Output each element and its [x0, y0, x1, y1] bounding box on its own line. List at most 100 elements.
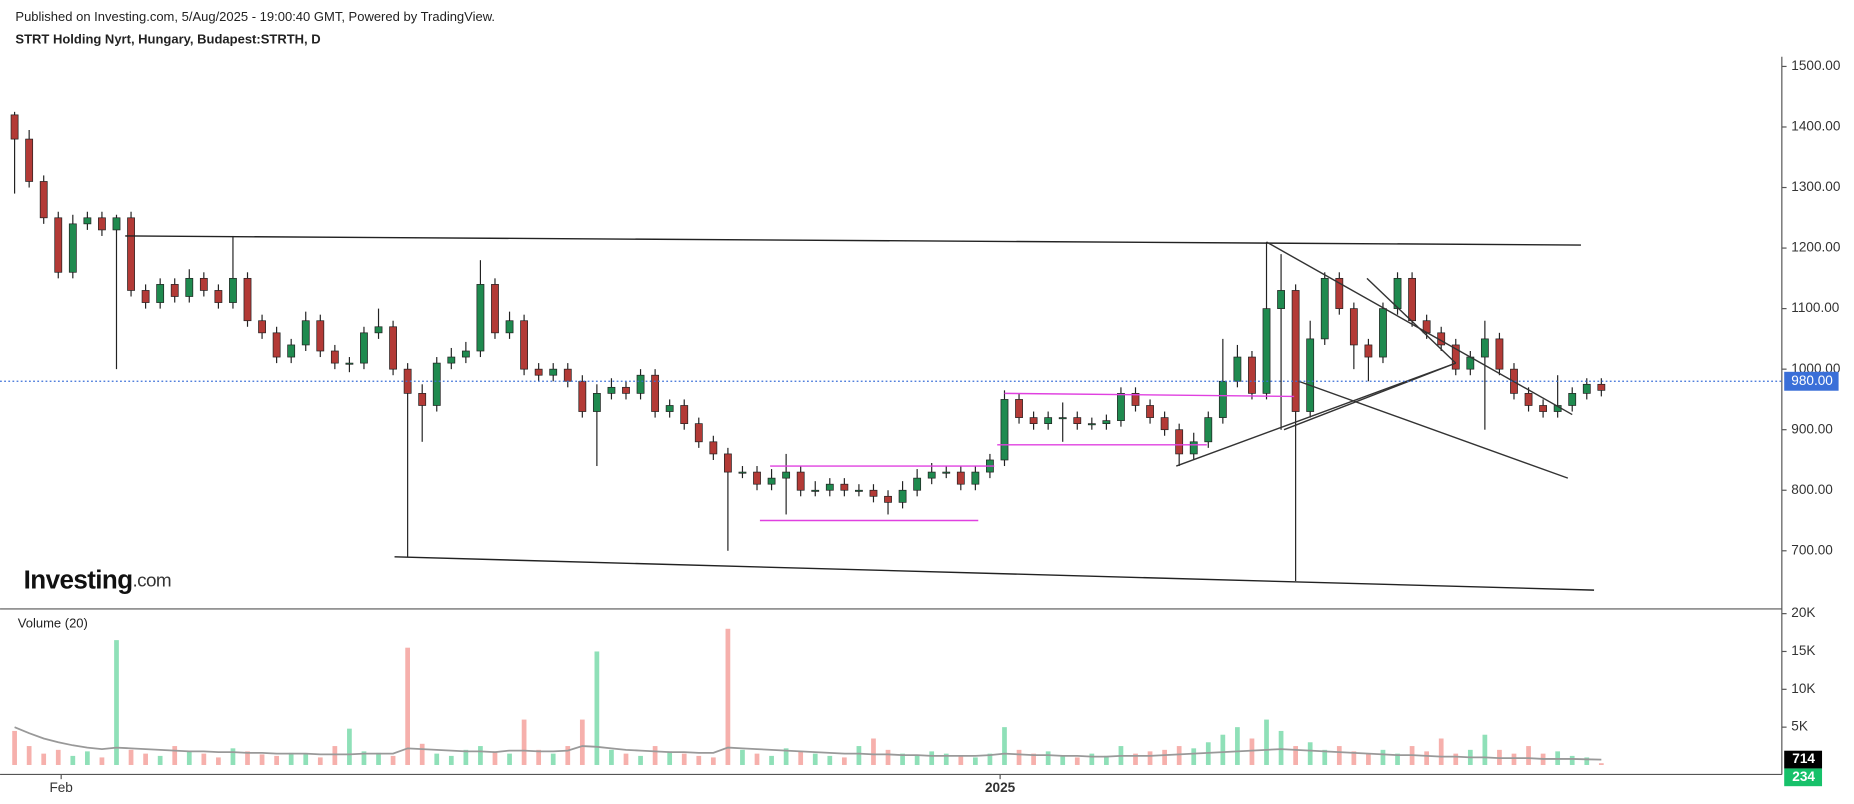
volume-bar	[1380, 749, 1386, 765]
volume-bar	[1307, 742, 1313, 765]
volume-bar	[914, 755, 920, 765]
candle-body	[534, 368, 543, 376]
candle-body	[25, 138, 34, 182]
x-tick-label: Feb	[49, 780, 72, 795]
volume-bar	[259, 754, 265, 765]
candle-body	[927, 471, 936, 479]
y-tick-label: 700.00	[1791, 542, 1833, 557]
candle-body	[1117, 393, 1125, 421]
volume-bar	[521, 719, 527, 765]
candle-body	[1364, 344, 1373, 358]
y-tick-label: 1100.00	[1791, 300, 1840, 315]
candle-body	[607, 386, 616, 394]
candle-body	[1218, 380, 1227, 418]
candle-body	[1073, 417, 1082, 425]
candle-body	[170, 284, 179, 297]
volume-bar	[41, 753, 47, 765]
volume-bar	[1264, 719, 1269, 765]
chart-title: STRT Holding Nyrt, Hungary, Budapest:STR…	[15, 32, 320, 47]
candle-body	[782, 471, 791, 479]
volume-bar	[1104, 755, 1109, 765]
candle-body	[709, 441, 718, 455]
volume-bar	[1395, 753, 1400, 765]
candle-body	[680, 405, 689, 425]
volume-bar	[1176, 746, 1182, 765]
candle-body	[811, 489, 820, 492]
volume-bar	[1438, 738, 1444, 765]
volume-bar	[1366, 753, 1371, 765]
candle-body	[1335, 277, 1344, 309]
volume-title: Volume (20)	[18, 616, 88, 631]
trend-line	[394, 556, 1595, 591]
candle-body	[418, 393, 427, 406]
volume-bar	[1293, 746, 1298, 765]
volume-bar	[448, 755, 454, 765]
candle-body	[1029, 417, 1038, 425]
volume-bar	[492, 751, 498, 765]
candle-body	[1175, 429, 1184, 455]
candle-body	[1393, 277, 1402, 309]
candle-body	[1204, 417, 1213, 443]
volume-bar	[434, 753, 440, 765]
candle-body	[651, 374, 660, 412]
volume-bar	[1526, 746, 1531, 765]
volume-ma-label: 714	[1792, 751, 1815, 766]
volume-bar	[245, 751, 250, 765]
volume-bar	[696, 755, 702, 765]
volume-bar	[783, 748, 789, 765]
candle-body	[1058, 417, 1067, 420]
candle-body	[112, 217, 121, 231]
trend-line	[1366, 277, 1457, 364]
volume-bar	[186, 751, 192, 765]
candle-body	[1277, 290, 1285, 309]
candle-body	[199, 277, 208, 291]
candle-body	[694, 423, 703, 443]
candle-body	[1582, 383, 1591, 394]
volume-bar	[405, 647, 411, 765]
candle-body	[374, 326, 383, 334]
volume-bar	[390, 755, 396, 765]
volume-bar	[1220, 734, 1226, 765]
volume-bar	[652, 746, 658, 765]
candle-body	[10, 114, 19, 140]
candle-body	[622, 386, 630, 394]
candle-body	[141, 290, 150, 303]
volume-bar	[958, 755, 964, 765]
volume-bar	[1569, 755, 1575, 765]
candle-body	[738, 471, 747, 474]
volume-bar	[1249, 738, 1255, 765]
volume-bar	[26, 746, 32, 765]
volume-bar	[55, 749, 61, 765]
volume-last-label: 234	[1792, 769, 1815, 784]
volume-bar	[128, 749, 134, 765]
y-tick-label: 15K	[1791, 643, 1815, 658]
volume-bar	[376, 752, 381, 765]
candle-body	[753, 471, 761, 485]
volume-bar	[536, 749, 542, 765]
candle-body	[913, 477, 922, 491]
candle-body	[1146, 405, 1154, 418]
volume-bar	[1322, 749, 1328, 765]
volume-bar	[929, 751, 935, 765]
candle-body	[98, 217, 106, 231]
y-tick-label: 900.00	[1791, 421, 1833, 436]
volume-bar	[973, 757, 978, 765]
y-tick-label: 10K	[1791, 681, 1815, 696]
volume-bar	[332, 746, 338, 765]
candle-body	[476, 284, 485, 352]
logo-name: Investing	[24, 565, 133, 595]
candle-body	[1451, 344, 1460, 370]
volume-last-box	[1784, 768, 1823, 787]
volume-bar	[725, 628, 731, 765]
volume-bar	[1133, 753, 1138, 765]
volume-bar	[827, 755, 833, 765]
volume-bar	[347, 728, 352, 765]
candle-body	[1480, 338, 1489, 358]
candle-body	[898, 489, 907, 503]
volume-bar	[1074, 757, 1080, 765]
volume-bar	[1511, 753, 1517, 765]
candle-body	[723, 453, 732, 473]
volume-bar	[1031, 753, 1036, 765]
candle-body	[1189, 441, 1198, 455]
candle-body	[1102, 420, 1111, 425]
